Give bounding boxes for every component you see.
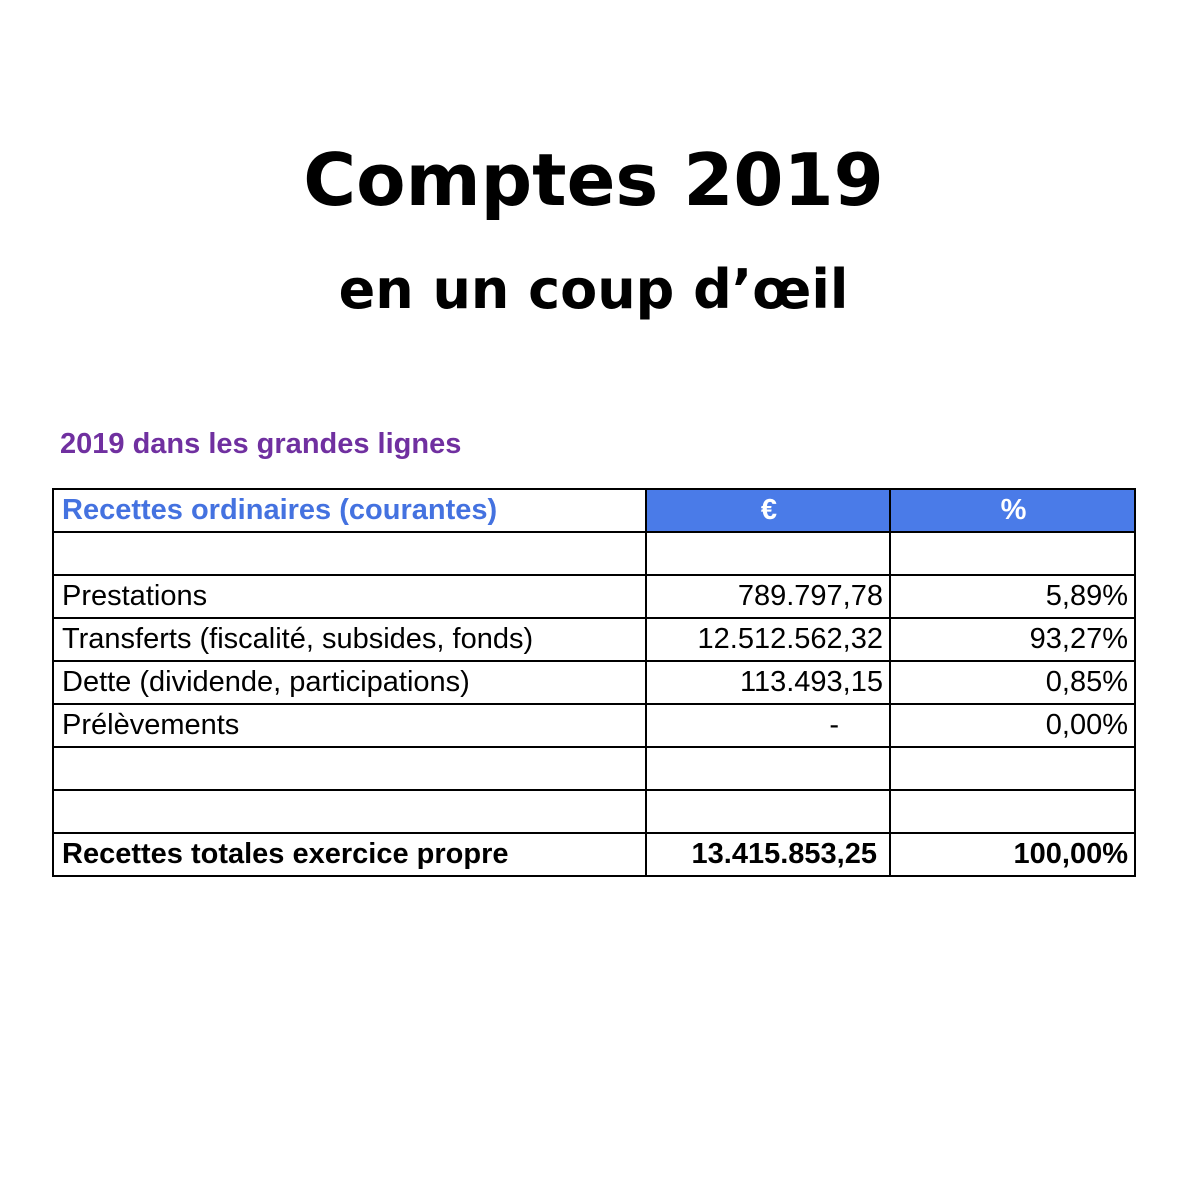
row-amount-cell: 113.493,15 xyxy=(645,660,891,705)
section-title: 2019 dans les grandes lignes xyxy=(60,428,462,460)
row-label-cell: Prestations xyxy=(52,574,647,619)
empty-cell xyxy=(889,789,1136,834)
header-label-cell: Recettes ordinaires (courantes) xyxy=(52,488,647,533)
page-title: Comptes 2019 xyxy=(303,138,884,222)
table-row: Prélèvements - 0,00% xyxy=(52,703,1136,748)
empty-cell xyxy=(52,746,647,791)
empty-cell xyxy=(889,746,1136,791)
empty-cell xyxy=(645,531,891,576)
row-percent-cell: 5,89% xyxy=(889,574,1136,619)
empty-cell xyxy=(889,531,1136,576)
total-label-cell: Recettes totales exercice propre xyxy=(52,832,647,877)
table-row: Transferts (fiscalité, subsides, fonds) … xyxy=(52,617,1136,662)
table-row-empty xyxy=(52,789,1136,834)
row-percent-cell: 0,00% xyxy=(889,703,1136,748)
revenue-table: Recettes ordinaires (courantes) € % Pres… xyxy=(52,488,1136,877)
row-label-cell: Transferts (fiscalité, subsides, fonds) xyxy=(52,617,647,662)
table-row-empty xyxy=(52,531,1136,576)
table-row: Dette (dividende, participations) 113.49… xyxy=(52,660,1136,705)
empty-cell xyxy=(645,789,891,834)
total-amount-cell: 13.415.853,25 xyxy=(645,832,891,877)
empty-cell xyxy=(645,746,891,791)
table-total-row: Recettes totales exercice propre 13.415.… xyxy=(52,832,1136,877)
header-amount-cell: € xyxy=(645,488,891,533)
row-amount-cell: 789.797,78 xyxy=(645,574,891,619)
page-subtitle: en un coup d’œil xyxy=(338,258,849,321)
table-row-empty xyxy=(52,746,1136,791)
table-header-row: Recettes ordinaires (courantes) € % xyxy=(52,488,1136,533)
row-percent-cell: 0,85% xyxy=(889,660,1136,705)
row-percent-cell: 93,27% xyxy=(889,617,1136,662)
row-amount-cell: 12.512.562,32 xyxy=(645,617,891,662)
row-label-cell: Prélèvements xyxy=(52,703,647,748)
table-row: Prestations 789.797,78 5,89% xyxy=(52,574,1136,619)
row-label-cell: Dette (dividende, participations) xyxy=(52,660,647,705)
empty-cell xyxy=(52,531,647,576)
total-percent-cell: 100,00% xyxy=(889,832,1136,877)
row-amount-cell: - xyxy=(645,703,891,748)
empty-cell xyxy=(52,789,647,834)
header-percent-cell: % xyxy=(889,488,1136,533)
